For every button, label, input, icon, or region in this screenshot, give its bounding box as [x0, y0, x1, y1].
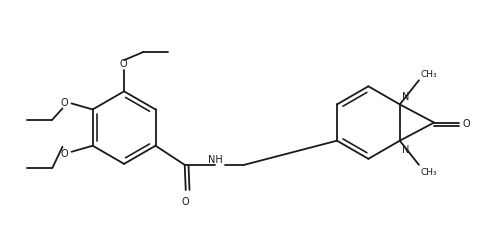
Text: O: O — [182, 196, 190, 206]
Text: N: N — [402, 145, 410, 155]
Text: O: O — [120, 59, 127, 69]
Text: N: N — [402, 91, 410, 101]
Text: CH₃: CH₃ — [421, 168, 438, 177]
Text: O: O — [61, 148, 68, 158]
Text: CH₃: CH₃ — [421, 70, 438, 78]
Text: NH: NH — [208, 154, 223, 164]
Text: O: O — [462, 118, 470, 128]
Text: O: O — [61, 98, 68, 108]
